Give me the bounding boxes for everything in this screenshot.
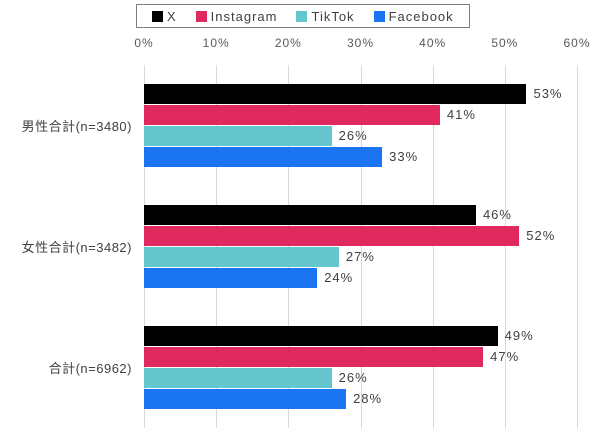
- data-label: 24%: [324, 270, 354, 285]
- legend-swatch-icon: [296, 10, 308, 22]
- legend-label: X: [167, 8, 177, 24]
- gridline: [577, 65, 578, 428]
- x-axis-tick-label: 60%: [563, 36, 591, 50]
- bar-facebook: [144, 268, 318, 288]
- bar-tiktok: [144, 368, 332, 388]
- data-label: 27%: [345, 249, 375, 264]
- data-label: 53%: [533, 86, 563, 101]
- data-label: 47%: [490, 349, 520, 364]
- legend-label: Instagram: [210, 8, 278, 24]
- category-label: 女性合計(n=3482): [21, 240, 132, 255]
- legend-item-x: X: [152, 9, 177, 24]
- gridline: [504, 65, 506, 428]
- legend-swatch-icon: [373, 10, 385, 22]
- x-axis-tick-label: 40%: [419, 36, 447, 50]
- bar-tiktok: [144, 247, 339, 267]
- bar-facebook: [144, 389, 347, 409]
- category-label: 男性合計(n=3480): [21, 119, 132, 134]
- x-axis-tick-label: 20%: [274, 36, 302, 50]
- data-label: 46%: [482, 207, 512, 222]
- data-label: 26%: [338, 128, 368, 143]
- gridline: [216, 65, 218, 428]
- x-axis-tick-label: 50%: [491, 36, 519, 50]
- legend-label: Facebook: [388, 8, 454, 24]
- bar-instagram: [144, 226, 520, 246]
- bar-x: [144, 326, 498, 346]
- legend-swatch-icon: [195, 10, 207, 22]
- category-labels: 男性合計(n=3480) 女性合計(n=3482) 合計(n=6962): [0, 65, 132, 428]
- legend-item-instagram: Instagram: [195, 8, 278, 24]
- category-label: 合計(n=6962): [48, 361, 132, 376]
- bar-x: [144, 84, 527, 104]
- x-axis-tick-label: 30%: [346, 36, 375, 50]
- legend: X Instagram TikTok Facebook: [136, 4, 470, 28]
- data-label: 28%: [353, 391, 383, 406]
- data-label: 26%: [338, 370, 368, 385]
- gridline: [144, 65, 145, 428]
- bar-tiktok: [144, 126, 332, 146]
- legend-label: TikTok: [311, 8, 355, 24]
- bar-x: [144, 205, 476, 225]
- gridline: [360, 65, 362, 428]
- bar-instagram: [144, 105, 440, 125]
- x-axis-labels: 0% 10% 20% 30% 40% 50% 60%: [0, 36, 600, 52]
- gridline: [432, 65, 434, 428]
- legend-swatch-icon: [152, 10, 163, 22]
- x-axis-tick-label: 10%: [202, 36, 230, 50]
- plot-area: 53% 41% 26% 33% 46% 52% 27% 24% 49% 47% 26% 28%: [144, 65, 578, 428]
- legend-item-facebook: Facebook: [373, 8, 454, 24]
- data-label: 49%: [504, 328, 534, 343]
- x-axis-tick-label: 0%: [134, 36, 154, 50]
- bar-instagram: [144, 347, 484, 367]
- data-label: 33%: [389, 149, 419, 164]
- legend-item-tiktok: TikTok: [296, 9, 354, 24]
- bar-facebook: [144, 147, 383, 167]
- data-label: 52%: [526, 228, 556, 243]
- gridline: [288, 65, 290, 428]
- data-label: 41%: [446, 107, 476, 122]
